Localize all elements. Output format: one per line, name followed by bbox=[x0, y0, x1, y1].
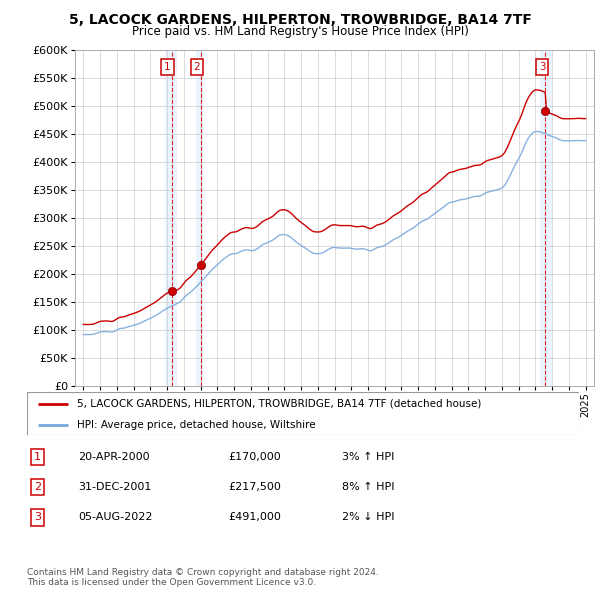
Text: HPI: Average price, detached house, Wiltshire: HPI: Average price, detached house, Wilt… bbox=[77, 420, 316, 430]
Text: 5, LACOCK GARDENS, HILPERTON, TROWBRIDGE, BA14 7TF: 5, LACOCK GARDENS, HILPERTON, TROWBRIDGE… bbox=[68, 13, 532, 27]
Text: 3% ↑ HPI: 3% ↑ HPI bbox=[342, 453, 394, 462]
Bar bbox=[196, 50, 203, 386]
Text: Contains HM Land Registry data © Crown copyright and database right 2024.
This d: Contains HM Land Registry data © Crown c… bbox=[27, 568, 379, 587]
Text: £217,500: £217,500 bbox=[228, 482, 281, 491]
Bar bbox=[541, 50, 552, 386]
Text: 5, LACOCK GARDENS, HILPERTON, TROWBRIDGE, BA14 7TF (detached house): 5, LACOCK GARDENS, HILPERTON, TROWBRIDGE… bbox=[77, 399, 481, 408]
Text: 8% ↑ HPI: 8% ↑ HPI bbox=[342, 482, 395, 491]
Text: 3: 3 bbox=[34, 513, 41, 522]
Text: £170,000: £170,000 bbox=[228, 453, 281, 462]
Text: 1: 1 bbox=[164, 62, 171, 72]
Text: 1: 1 bbox=[34, 453, 41, 462]
Text: £491,000: £491,000 bbox=[228, 513, 281, 522]
Text: 2: 2 bbox=[194, 62, 200, 72]
Text: Price paid vs. HM Land Registry's House Price Index (HPI): Price paid vs. HM Land Registry's House … bbox=[131, 25, 469, 38]
Text: 2: 2 bbox=[34, 482, 41, 491]
Bar bbox=[166, 50, 177, 386]
FancyBboxPatch shape bbox=[27, 392, 579, 435]
Text: 3: 3 bbox=[539, 62, 545, 72]
Text: 2% ↓ HPI: 2% ↓ HPI bbox=[342, 513, 395, 522]
Text: 31-DEC-2001: 31-DEC-2001 bbox=[78, 482, 151, 491]
Text: 05-AUG-2022: 05-AUG-2022 bbox=[78, 513, 152, 522]
Text: 20-APR-2000: 20-APR-2000 bbox=[78, 453, 149, 462]
